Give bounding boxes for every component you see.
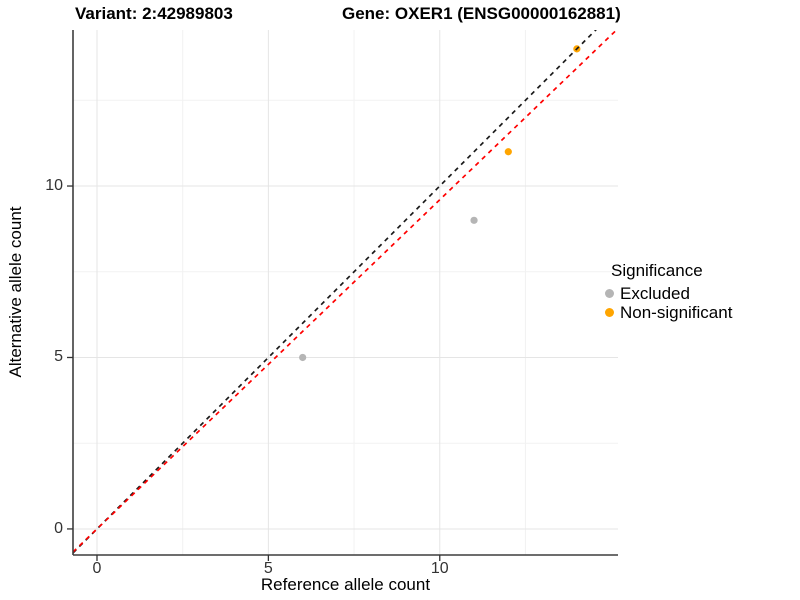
y-axis-title: Alternative allele count xyxy=(6,206,25,378)
legend-key-dot-icon xyxy=(605,308,614,317)
legend-item: Non-significant xyxy=(605,303,732,322)
gene-title: Gene: OXER1 (ENSG00000162881) xyxy=(342,4,621,23)
data-point-non-significant xyxy=(504,148,512,156)
legend: Significance Excluded Non-significant xyxy=(605,261,732,322)
x-tick-label: 10 xyxy=(430,560,449,577)
x-tick-label: 5 xyxy=(263,560,273,577)
legend-item: Excluded xyxy=(605,284,732,303)
y-tick-label: 10 xyxy=(45,177,63,195)
legend-items: Excluded Non-significant xyxy=(605,284,732,322)
legend-item-label: Excluded xyxy=(620,283,690,303)
identity-line xyxy=(73,30,597,554)
legend-key-dot-icon xyxy=(605,289,614,298)
y-tick-label: 5 xyxy=(54,348,63,366)
legend-item-label: Non-significant xyxy=(620,302,733,322)
x-tick-label: 0 xyxy=(92,560,102,577)
x-axis-title: Reference allele count xyxy=(260,575,431,594)
expected-ratio-line xyxy=(73,30,618,553)
data-point-excluded xyxy=(299,353,307,362)
variant-title: Variant: 2:42989803 xyxy=(75,4,233,23)
legend-title: Significance xyxy=(611,261,703,280)
y-tick-label: 0 xyxy=(54,519,63,537)
data-point-excluded xyxy=(470,216,478,224)
